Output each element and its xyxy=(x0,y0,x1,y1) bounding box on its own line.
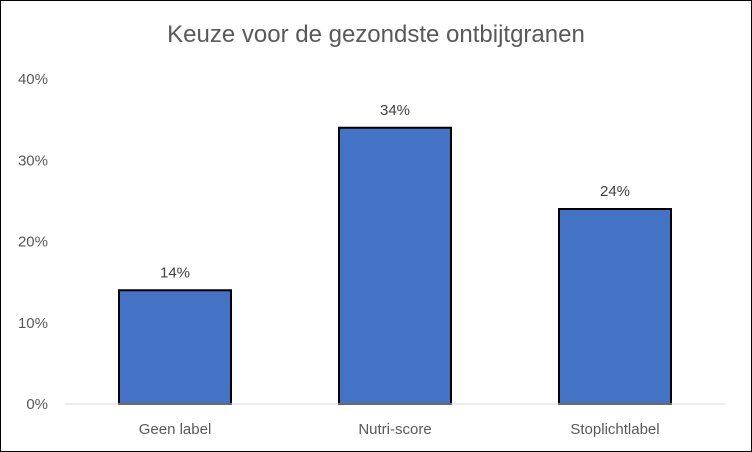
bar xyxy=(118,289,232,405)
bars: 14% 34% 24% xyxy=(118,102,672,405)
y-axis: 0% 10% 20% 30% 40% xyxy=(18,71,48,413)
bar xyxy=(338,126,452,405)
y-tick-label: 10% xyxy=(18,315,48,332)
data-label: 14% xyxy=(160,264,190,281)
bar xyxy=(558,208,672,405)
data-label: 24% xyxy=(600,183,630,200)
data-label: 34% xyxy=(380,102,410,119)
x-tick-label: Nutri-score xyxy=(358,421,431,438)
y-tick-label: 30% xyxy=(18,152,48,169)
x-tick-label: Geen label xyxy=(139,421,212,438)
y-tick-label: 0% xyxy=(26,396,48,413)
y-tick-label: 40% xyxy=(18,71,48,88)
x-tick-label: Stoplichtlabel xyxy=(570,421,659,438)
y-tick-label: 20% xyxy=(18,234,48,251)
chart-title: Keuze voor de gezondste ontbijtgranen xyxy=(167,21,585,48)
x-axis: Geen label Nutri-score Stoplichtlabel xyxy=(65,403,725,438)
